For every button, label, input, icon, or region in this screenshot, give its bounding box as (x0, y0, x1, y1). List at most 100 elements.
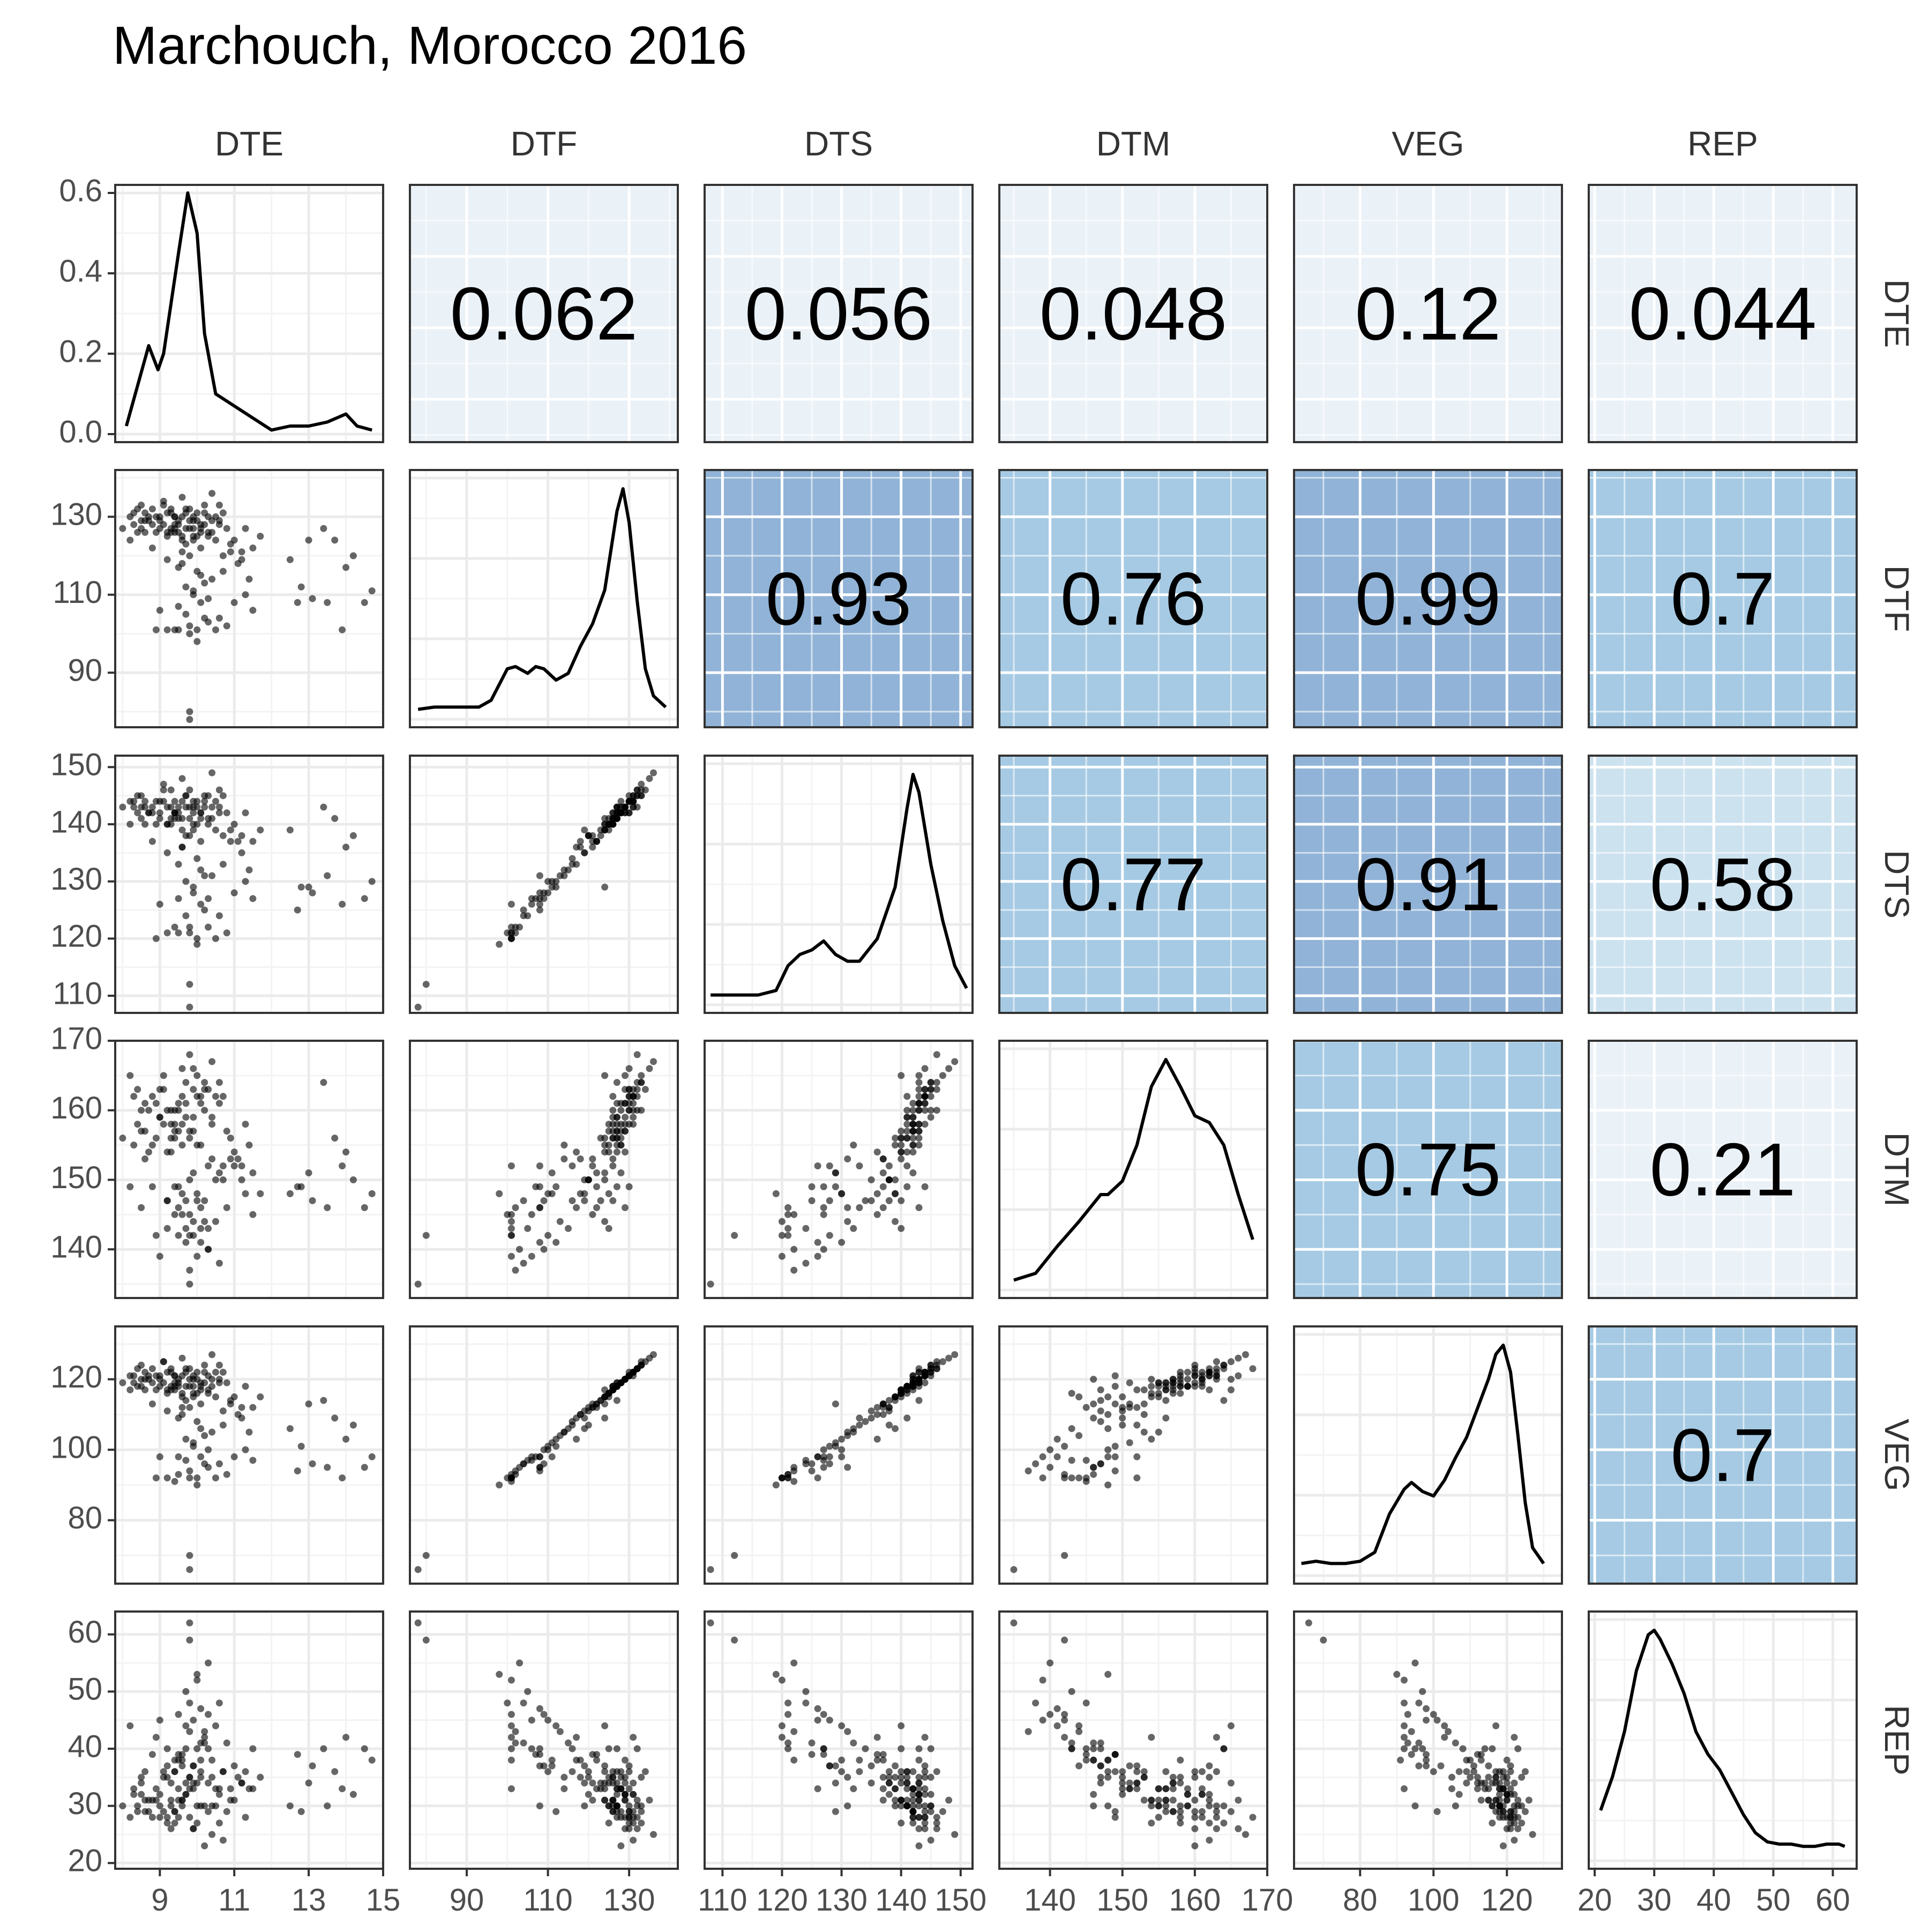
data-point (625, 1814, 633, 1821)
data-point (569, 1745, 576, 1752)
data-point (148, 1142, 156, 1149)
panel-background (115, 1326, 383, 1584)
data-point (613, 1814, 620, 1821)
correlation-value: 0.7 (1671, 557, 1775, 641)
data-point (512, 1204, 519, 1211)
data-point (1075, 1762, 1083, 1770)
data-point (496, 1670, 503, 1678)
data-point (516, 1245, 523, 1253)
panel-border (704, 1040, 974, 1299)
data-point (201, 803, 208, 811)
data-point (633, 1825, 641, 1832)
data-point (171, 797, 178, 805)
data-point (927, 1802, 934, 1810)
data-point (832, 1169, 839, 1176)
data-point (141, 1808, 149, 1815)
data-point (552, 1183, 560, 1190)
panel-dts-dtf (409, 755, 679, 1014)
data-point (601, 883, 609, 891)
data-point (784, 1739, 792, 1747)
data-point (1082, 1404, 1090, 1411)
data-point (536, 900, 543, 908)
data-point (186, 1551, 193, 1559)
data-point (532, 1751, 540, 1758)
data-point (1104, 1773, 1112, 1781)
data-point (790, 1659, 798, 1667)
data-point (342, 564, 350, 571)
data-point (160, 1768, 167, 1776)
panel-border (998, 469, 1268, 728)
data-point (294, 1751, 301, 1758)
data-point (1090, 1802, 1097, 1810)
data-point (178, 775, 186, 782)
data-point (1198, 1785, 1206, 1793)
data-point (1213, 1372, 1220, 1379)
data-point (215, 1100, 223, 1107)
data-point (126, 1814, 134, 1821)
data-point (126, 1722, 134, 1729)
data-point (915, 1791, 923, 1798)
data-point (1097, 1762, 1104, 1770)
data-point (245, 1428, 253, 1436)
data-point (1511, 1734, 1518, 1741)
data-point (152, 1232, 160, 1239)
data-point (826, 1232, 833, 1239)
panel-border (114, 184, 384, 443)
data-point (951, 1831, 959, 1838)
data-point (646, 775, 653, 782)
data-point (156, 1376, 163, 1383)
data-point (257, 826, 264, 834)
data-point (160, 780, 167, 788)
data-point (163, 929, 171, 937)
panel-dtm-dtf (409, 1039, 679, 1299)
data-point (909, 1100, 917, 1107)
panel-border (1293, 1325, 1563, 1585)
data-point (589, 1779, 596, 1787)
data-point (186, 1566, 193, 1573)
x-tick-label: 150 (934, 1883, 986, 1918)
data-point (227, 540, 234, 548)
data-point (148, 505, 156, 513)
data-point (909, 1785, 917, 1793)
data-point (1097, 1386, 1104, 1393)
data-point (182, 1100, 190, 1107)
data-point (646, 1065, 653, 1072)
data-point (605, 1779, 612, 1787)
data-point (892, 1190, 899, 1197)
data-point (528, 900, 535, 908)
data-point (163, 1819, 171, 1827)
panel-border (998, 1610, 1268, 1870)
data-point (589, 1162, 596, 1169)
panel-border (998, 755, 1268, 1014)
data-point (544, 1768, 552, 1776)
x-tick-label: 50 (1756, 1883, 1791, 1918)
data-point (414, 1619, 422, 1627)
data-point (414, 1280, 422, 1288)
x-tick-label: 40 (1696, 1883, 1731, 1918)
data-point (349, 552, 357, 560)
data-point (903, 1148, 911, 1156)
data-point (630, 1791, 637, 1798)
panel-background (999, 1612, 1267, 1869)
data-point (873, 1751, 881, 1758)
data-point (126, 820, 134, 828)
data-point (1198, 1814, 1206, 1821)
data-point (1415, 1739, 1423, 1747)
data-point (903, 1114, 911, 1121)
data-point (215, 1259, 223, 1267)
data-point (201, 1218, 208, 1225)
data-point (903, 1183, 911, 1190)
data-point (528, 1745, 535, 1752)
data-point (790, 1245, 798, 1253)
data-point (933, 1819, 940, 1827)
data-point (873, 1190, 881, 1197)
data-point (885, 1197, 893, 1204)
data-point (186, 1211, 193, 1218)
data-point (650, 1058, 657, 1065)
data-point (1104, 1768, 1112, 1776)
data-point (625, 1825, 633, 1832)
data-point (507, 1711, 515, 1718)
data-point (234, 1155, 242, 1162)
data-point (778, 1474, 786, 1482)
data-point (820, 1745, 827, 1752)
